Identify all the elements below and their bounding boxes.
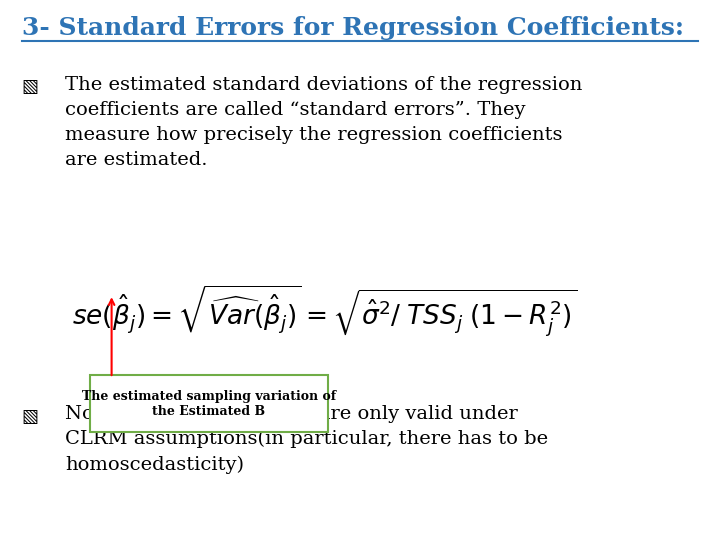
Text: ▧: ▧	[22, 408, 39, 426]
Text: $se(\hat{\beta}_j) = \sqrt{\widehat{Var}(\hat{\beta}_j)} = \sqrt{\hat{\sigma}^2 : $se(\hat{\beta}_j) = \sqrt{\widehat{Var}…	[72, 284, 577, 339]
Text: 3- Standard Errors for Regression Coefficients:: 3- Standard Errors for Regression Coeffi…	[22, 16, 683, 40]
Text: The estimated sampling variation of
the Estimated B: The estimated sampling variation of the …	[82, 390, 336, 417]
Text: ▧: ▧	[22, 78, 39, 96]
Text: Note that these formulas are only valid under
CLRM assumptions(in particular, th: Note that these formulas are only valid …	[65, 405, 548, 474]
Text: The estimated standard deviations of the regression
coefficients are called “sta: The estimated standard deviations of the…	[65, 76, 582, 168]
FancyBboxPatch shape	[90, 375, 328, 432]
